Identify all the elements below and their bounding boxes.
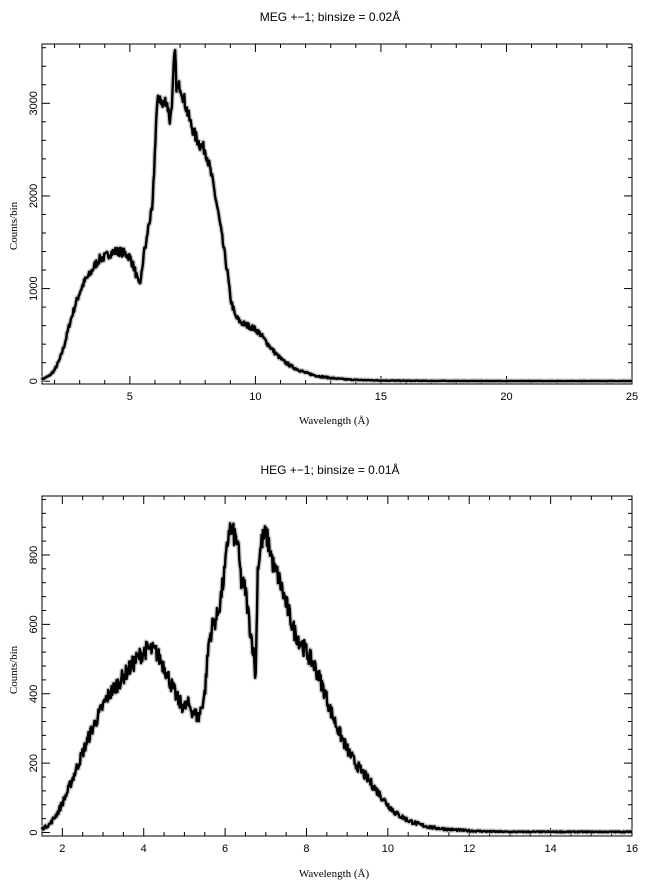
heg-x-tick-label: 12: [463, 843, 475, 855]
heg-x-axis-label: Wavelength (Å): [299, 868, 370, 880]
meg-x-tick-label: 25: [626, 391, 638, 403]
heg-x-tick-label: 4: [141, 843, 147, 855]
meg-x-tick-label: 5: [127, 391, 133, 403]
heg-x-tick-label: 16: [626, 843, 638, 855]
heg-y-tick-label: 0: [28, 829, 40, 835]
heg-x-tick-label: 8: [303, 843, 309, 855]
heg-spectrum-line: [40, 522, 633, 834]
heg-x-tick-label: 14: [544, 843, 556, 855]
heg-y-tick-label: 200: [28, 754, 40, 772]
heg-x-tick-label: 6: [222, 843, 228, 855]
heg-x-tick-label: 10: [382, 843, 394, 855]
heg-y-tick-label: 800: [28, 546, 40, 564]
heg-y-tick-label: 600: [28, 615, 40, 633]
meg-spectrum-panel: MEG +−1; binsize = 0.02Å 5 10 15 20 25 0 1000 2…: [8, 9, 638, 427]
meg-y-tick-label: 0: [28, 378, 40, 384]
heg-x-tick-label: 2: [59, 843, 65, 855]
meg-error-band: [39, 47, 634, 384]
heg-spectrum-panel: HEG +−1; binsize = 0.01Å 2 4 6 8 10 12 14 16 0 20…: [8, 462, 638, 880]
meg-chart-title: MEG +−1; binsize = 0.02Å: [260, 9, 400, 24]
meg-x-tick-label: 15: [375, 391, 387, 403]
meg-x-tick-label: 20: [500, 391, 512, 403]
meg-y-tick-label: 2000: [28, 184, 40, 208]
meg-spectrum-line: [40, 48, 633, 383]
heg-chart-title: HEG +−1; binsize = 0.01Å: [260, 462, 399, 477]
meg-y-axis-label: Counts/bin: [8, 201, 20, 250]
meg-y-tick-label: 3000: [28, 91, 40, 115]
meg-plot-frame: [41, 43, 633, 385]
heg-error-band: [39, 520, 634, 835]
heg-series-layer: [39, 520, 634, 835]
meg-series-layer: [39, 47, 634, 384]
heg-y-axis-label: Counts/bin: [8, 645, 20, 694]
meg-x-tick-label: 10: [249, 391, 261, 403]
heg-y-tick-label: 400: [28, 685, 40, 703]
meg-x-axis-label: Wavelength (Å): [299, 415, 370, 427]
meg-axis-ticks: 5 10 15 20 25 0 1000 2000 3000: [28, 44, 638, 403]
meg-y-tick-label: 1000: [28, 276, 40, 300]
